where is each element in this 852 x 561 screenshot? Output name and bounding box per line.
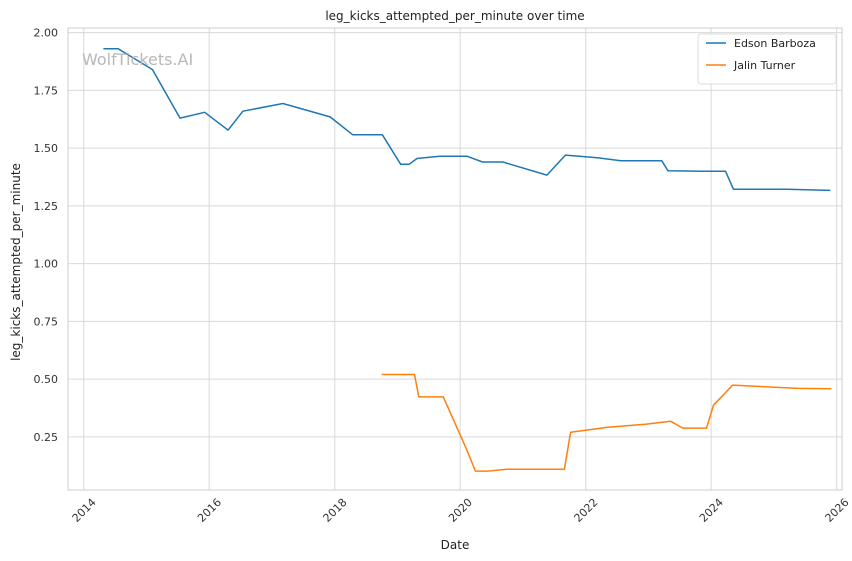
- legend: Edson Barboza Jalin Turner: [697, 33, 837, 85]
- series-lines: [103, 48, 832, 472]
- y-tick-label: 0.50: [34, 373, 59, 386]
- legend-box: [697, 33, 837, 85]
- y-tick-label: 1.25: [34, 200, 59, 213]
- y-tick-label: 2.00: [34, 27, 59, 40]
- y-tick-label: 1.50: [34, 142, 59, 155]
- gridlines: [68, 28, 842, 490]
- plot-area: [67, 27, 843, 491]
- legend-label: Jalin Turner: [733, 59, 796, 72]
- y-tick-label: 1.00: [34, 258, 59, 271]
- x-axis-label: Date: [441, 538, 470, 552]
- y-tick-label: 1.75: [34, 84, 59, 97]
- y-axis-label: leg_kicks_attempted_per_minute: [9, 163, 23, 361]
- y-tick-label: 0.25: [34, 431, 59, 444]
- chart-title: leg_kicks_attempted_per_minute over time: [325, 9, 584, 23]
- series-line-1: [381, 373, 832, 472]
- watermark: WolfTickets.AI: [82, 50, 193, 69]
- legend-label: Edson Barboza: [734, 37, 816, 50]
- y-tick-label: 0.75: [34, 315, 59, 328]
- y-axis-ticks: 0.25 0.50 0.75 1.00 1.25 1.50 1.75 2.00: [34, 27, 59, 444]
- series-line-0: [103, 48, 831, 192]
